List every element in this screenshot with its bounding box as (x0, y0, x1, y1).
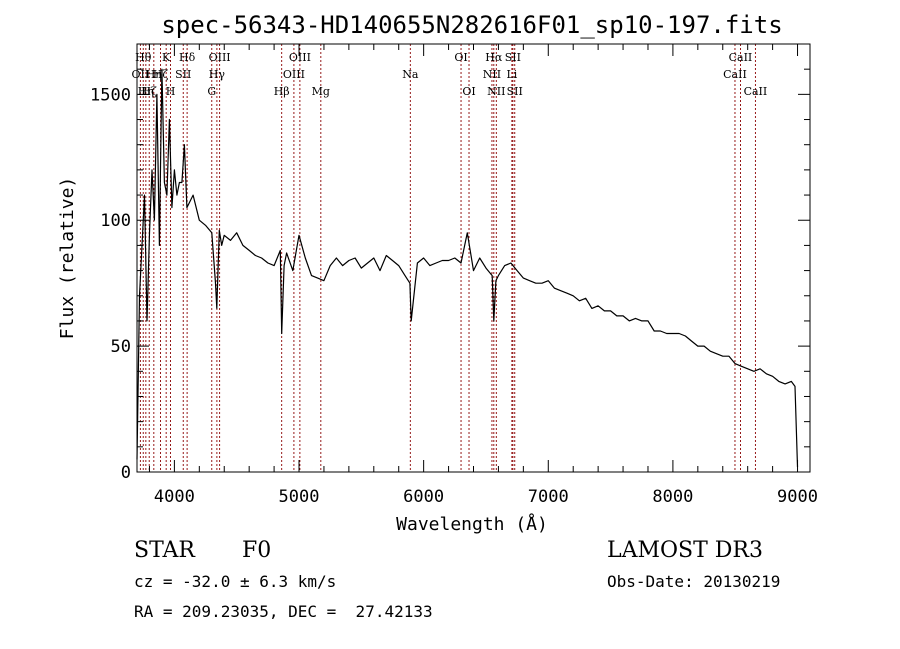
line-marker-label: Hα (485, 51, 503, 64)
line-marker-label: SII (507, 85, 523, 98)
chart-title: spec-56343-HD140655N282616F01_sp10-197.f… (161, 11, 782, 39)
x-tick-label: 6000 (403, 487, 444, 507)
line-marker-label: Hγ (209, 68, 226, 81)
line-marker-label: OIII (283, 68, 305, 81)
x-axis-label: Wavelength (Å) (396, 513, 548, 535)
survey-label: LAMOST DR3 (607, 538, 763, 563)
line-marker-label: SII (505, 51, 521, 64)
y-tick-label: 1500 (90, 85, 131, 105)
y-tick-label: 100 (100, 211, 131, 231)
line-marker-label: G (207, 85, 216, 98)
axis-ticks: 4000 5000 6000 7000 8000 9000 0 50 100 1500 (90, 43, 818, 507)
line-marker-label: Hβ (274, 85, 290, 98)
line-marker-label: CaII (744, 85, 768, 98)
line-marker-label: H (166, 85, 176, 98)
line-marker-label: Hδ (179, 51, 196, 64)
line-marker-labels: OIIHθHηHζHηHζKHSIIHδGHγOIIIHβOIIIOIIIMgN… (132, 51, 768, 98)
x-tick-label: 9000 (777, 487, 818, 507)
line-marker-label: Hθ (135, 51, 152, 64)
line-marker-label: OI (454, 51, 467, 64)
plot-frame (136, 43, 811, 473)
y-tick-label: 0 (121, 463, 131, 483)
subclass-label: F0 (242, 538, 272, 563)
line-marker-label: OII (132, 68, 150, 81)
x-tick-label: 7000 (528, 487, 569, 507)
line-marker-label: OIII (289, 51, 311, 64)
line-marker-label: CaII (729, 51, 753, 64)
line-marker-label: Hζ (141, 85, 157, 98)
line-marker-label: CaII (723, 68, 747, 81)
spectrum-line (136, 68, 799, 468)
line-marker-label: Hζ (153, 68, 169, 81)
line-marker-label: Hη (146, 68, 162, 81)
redshift-label: cz = -32.0 ± 6.3 km/s (134, 572, 337, 591)
class-label: STAR (134, 538, 195, 563)
x-tick-label: 8000 (652, 487, 693, 507)
obs-date-label: Obs-Date: 20130219 (607, 572, 781, 591)
y-axis-label: Flux (relative) (57, 177, 78, 340)
line-marker-label: NII (487, 85, 505, 98)
line-marker-label: SII (175, 68, 191, 81)
y-tick-label: 50 (111, 337, 131, 357)
x-tick-label: 5000 (279, 487, 320, 507)
line-marker-label: Li (506, 68, 517, 81)
line-marker-label: K (162, 51, 171, 64)
line-marker-label: NII (483, 68, 501, 81)
line-marker-label: OI (462, 85, 475, 98)
line-markers (139, 44, 756, 472)
line-marker-label: OIII (209, 51, 231, 64)
line-marker-label: Mg (312, 85, 330, 98)
line-marker-label: Na (402, 68, 419, 81)
x-tick-label: 4000 (154, 487, 195, 507)
radec-label: RA = 209.23035, DEC = 27.42133 (134, 602, 433, 621)
